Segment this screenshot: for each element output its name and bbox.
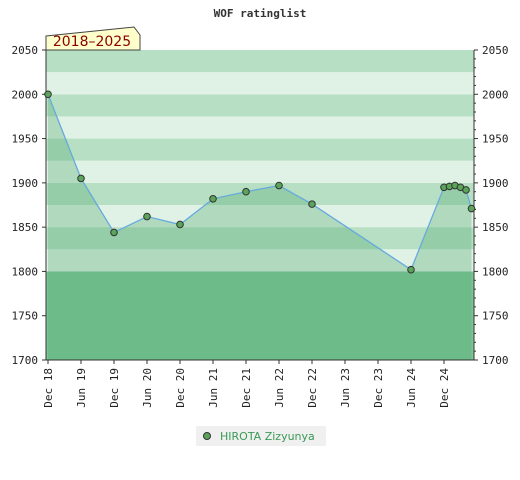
- data-point: [44, 90, 52, 99]
- rating-band: [46, 271, 474, 360]
- rating-band: [46, 50, 474, 73]
- period-label: 2018–2025: [53, 34, 131, 50]
- rating-band: [46, 94, 474, 117]
- y-tick-label-right: 2000: [482, 88, 509, 101]
- legend-series-name: HIROTA Zizyunya: [220, 430, 315, 443]
- data-points: [44, 90, 476, 274]
- x-tick-label: Jun 21: [207, 368, 220, 408]
- x-tick-label: Dec 20: [174, 368, 187, 408]
- y-tick-label-left: 2050: [12, 44, 39, 57]
- y-tick-label-right: 1950: [482, 133, 509, 146]
- rating-band: [46, 72, 474, 95]
- rating-band: [46, 138, 474, 161]
- y-tick-label-left: 1850: [12, 221, 39, 234]
- rating-band: [46, 205, 474, 228]
- x-tick-label: Dec 23: [372, 368, 385, 408]
- x-tick-label: Jun 22: [273, 368, 286, 408]
- data-point: [407, 265, 415, 274]
- y-tick-label-right: 1850: [482, 221, 509, 234]
- x-tick-label: Jun 24: [405, 368, 418, 408]
- y-tick-label-left: 2000: [12, 88, 39, 101]
- rating-band: [46, 182, 474, 205]
- y-tick-label-left: 1900: [12, 177, 39, 190]
- y-tick-label-left: 1950: [12, 133, 39, 146]
- rating-band: [46, 160, 474, 183]
- y-tick-label-right: 1700: [482, 354, 509, 367]
- x-tick-label: Dec 19: [108, 368, 121, 408]
- y-tick-label-right: 1800: [482, 265, 509, 278]
- y-tick-label-left: 1700: [12, 354, 39, 367]
- y-tick-label-right: 1900: [482, 177, 509, 190]
- rating-band: [46, 116, 474, 139]
- x-tick-label: Jun 19: [75, 368, 88, 408]
- x-tick-label: Jun 20: [141, 368, 154, 408]
- rating-bands: [46, 50, 474, 360]
- y-tick-label-left: 1750: [12, 310, 39, 323]
- x-tick-label: Dec 22: [306, 368, 319, 408]
- data-point: [242, 187, 250, 196]
- x-axis-labels: Dec 18 Jun 19 Dec 19 Jun 20 Dec 20 Jun 21 Dec …: [42, 360, 451, 408]
- legend-marker: [203, 432, 211, 440]
- data-point: [308, 200, 316, 208]
- axes: 1700 1700 1750 1750 1800 1800 1850 1850 1900 1900…: [12, 44, 509, 367]
- data-point: [110, 228, 118, 237]
- data-point: [77, 174, 85, 183]
- legend: HIROTA Zizyunya: [196, 426, 326, 446]
- data-point: [462, 186, 470, 194]
- x-tick-label: Dec 24: [438, 368, 451, 408]
- chart-title: WOF ratinglist: [214, 7, 307, 20]
- data-point: [275, 181, 283, 190]
- data-point: [143, 212, 151, 221]
- data-point: [467, 204, 476, 213]
- data-point: [176, 220, 184, 229]
- y-tick-label-right: 2050: [482, 44, 509, 57]
- rating-band: [46, 227, 474, 250]
- y-tick-label-right: 1750: [482, 310, 509, 323]
- period-badge: 2018–2025: [45, 26, 141, 51]
- rating-band: [46, 249, 474, 272]
- y-tick-label-left: 1800: [12, 265, 39, 278]
- x-tick-label: Dec 21: [240, 368, 253, 408]
- x-tick-label: Dec 18: [42, 368, 55, 408]
- rating-area: [48, 94, 472, 361]
- data-point: [209, 195, 217, 203]
- x-tick-label: Jun 23: [339, 368, 352, 408]
